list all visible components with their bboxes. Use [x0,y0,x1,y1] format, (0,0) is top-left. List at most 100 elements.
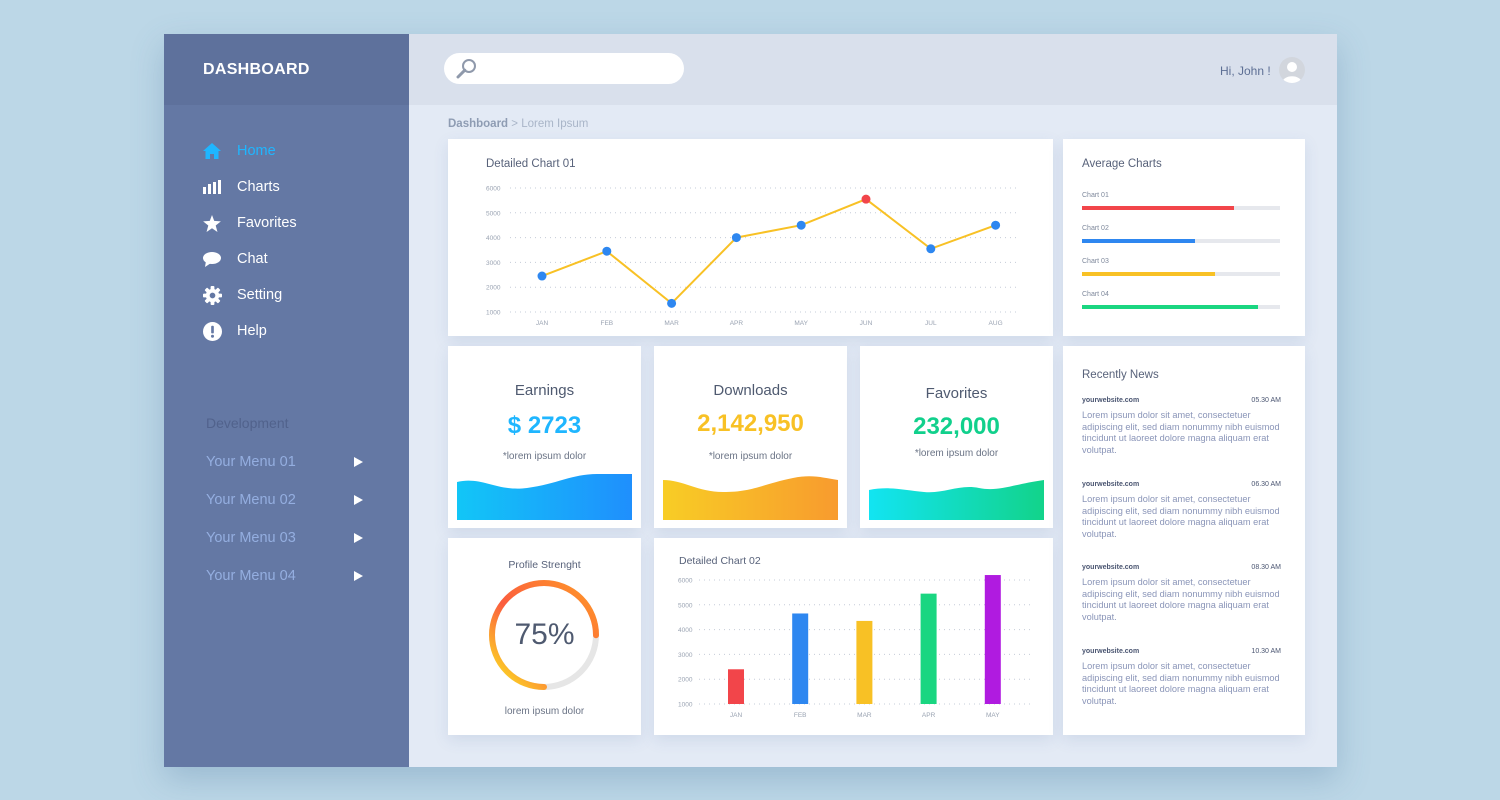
data-point [602,246,612,256]
favorites-sub: *lorem ipsum dolor [914,448,999,459]
news-item[interactable]: yourwebsite.com 08.30 AM Lorem ipsum dolo… [1082,564,1281,623]
news-item[interactable]: yourwebsite.com 05.30 AM Lorem ipsum dolo… [1082,397,1281,456]
earnings-label: Earnings [514,382,575,399]
search-input[interactable] [444,53,684,84]
x-tick-label: MAR [857,712,872,719]
earnings-wave [457,474,632,520]
menu-item-01[interactable]: Your Menu 01 [206,443,366,481]
menu-item-label: Your Menu 03 [206,530,296,546]
menu-item-02[interactable]: Your Menu 02 [206,481,366,519]
detailed-chart-02: 1000 2000 3000 4000 5000 6000 JAN FEB MAR APR MAY [678,575,1032,719]
profile-title: Profile Strenght [508,559,581,571]
bar [984,575,1001,704]
news-time: 08.30 AM [1251,564,1281,571]
x-tick-label: FEB [794,712,807,719]
y-tick-label: 5000 [678,602,693,609]
sidebar-item-help[interactable]: Help [202,313,402,349]
news-time: 10.30 AM [1251,648,1281,655]
average-bar-fill [1082,239,1195,243]
sidebar: DASHBOARD Home Charts Favorites [164,34,409,767]
news-site[interactable]: yourwebsite.com [1082,397,1140,404]
menu-item-03[interactable]: Your Menu 03 [206,519,366,557]
y-tick-label: 4000 [678,627,693,634]
x-tick-label: JUL [925,320,937,327]
sidebar-item-label: Help [237,323,267,339]
greeting-text: Hi, John ! [1220,64,1271,78]
y-tick-label: 5000 [486,210,501,217]
profile-ring [489,580,599,690]
downloads-card: Downloads 2,142,950 *lorem ipsum dolor [654,346,847,528]
dashboard-window: DASHBOARD Home Charts Favorites [164,34,1337,767]
chart-title: Detailed Chart 01 [486,158,576,170]
bars-icon [202,177,222,197]
average-charts-title: Average Charts [1082,158,1162,170]
favorites-value: 232,000 [913,413,1000,440]
news-item[interactable]: yourwebsite.com 06.30 AM Lorem ipsum dolo… [1082,481,1281,540]
sidebar-item-label: Favorites [237,215,297,231]
play-arrow-icon [354,533,363,543]
y-tick-label: 3000 [678,652,693,659]
x-tick-label: JAN [536,320,549,327]
sidebar-nav: Home Charts Favorites Chat [202,133,402,349]
x-tick-label: JAN [730,712,743,719]
menu-item-label: Your Menu 02 [206,492,296,508]
average-bar-track [1082,206,1280,210]
sidebar-item-chat[interactable]: Chat [202,241,402,277]
sidebar-item-setting[interactable]: Setting [202,277,402,313]
avatar[interactable] [1279,57,1305,83]
favorites-label: Favorites [925,385,988,402]
average-bar-track [1082,272,1280,276]
news-site[interactable]: yourwebsite.com [1082,648,1140,655]
breadcrumb-root[interactable]: Dashboard [448,118,509,130]
average-bar-track [1082,239,1280,243]
y-tick-label: 2000 [486,285,501,292]
bar [792,613,809,704]
user-icon [1282,62,1302,83]
detailed-chart-01-card: Detailed Chart 01 1000 2000 3000 4000 5000 60… [448,139,1053,336]
detailed-chart-01: 1000 2000 3000 4000 5000 6000 JAN FEB MAR APR MAY J… [486,186,1018,327]
data-point [991,220,1001,230]
data-point [861,194,871,204]
y-tick-label: 1000 [486,310,501,317]
brand-title: DASHBOARD [203,61,310,78]
y-tick-label: 1000 [678,702,693,709]
sidebar-item-label: Charts [237,179,280,195]
section-title-development: Development [206,415,289,431]
bar [728,669,744,704]
average-charts-card: Average Charts Chart 01 Chart 02 Chart 0… [1063,139,1305,336]
y-tick-label: 2000 [678,677,693,684]
earnings-card: Earnings $ 2723 *lorem ipsum dolor [448,346,641,528]
average-bar-label: Chart 04 [1082,291,1109,298]
sidebar-item-favorites[interactable]: Favorites [202,205,402,241]
news-text: Lorem ipsum dolor sit amet, consectetuer… [1082,410,1280,455]
average-bar-fill [1082,272,1215,276]
play-arrow-icon [354,457,363,467]
sidebar-item-charts[interactable]: Charts [202,169,402,205]
average-bar-label: Chart 03 [1082,258,1109,265]
x-tick-label: APR [922,712,936,719]
sidebar-item-home[interactable]: Home [202,133,402,169]
news-item[interactable]: yourwebsite.com 10.30 AM Lorem ipsum dolo… [1082,648,1281,707]
downloads-label: Downloads [713,382,788,399]
home-icon [202,141,222,161]
development-menus: Your Menu 01 Your Menu 02 Your Menu 03 Y… [206,443,366,595]
y-tick-label: 6000 [486,186,501,193]
x-tick-label: MAY [986,712,1000,719]
menu-item-04[interactable]: Your Menu 04 [206,557,366,595]
news-site[interactable]: yourwebsite.com [1082,564,1140,571]
news-time: 05.30 AM [1251,397,1281,404]
chat-icon [202,249,222,269]
news-title: Recently News [1082,369,1159,381]
profile-caption: lorem ipsum dolor [504,706,585,717]
series-line [541,198,996,305]
news-text: Lorem ipsum dolor sit amet, consectetuer… [1082,494,1280,539]
data-point [731,233,741,243]
x-tick-label: APR [730,320,744,327]
star-icon [202,213,222,233]
news-site[interactable]: yourwebsite.com [1082,481,1140,488]
menu-item-label: Your Menu 04 [206,568,296,584]
x-tick-label: MAY [794,320,808,327]
y-tick-label: 3000 [486,260,501,267]
average-bar-label: Chart 01 [1082,192,1109,199]
breadcrumb-current: Lorem Ipsum [521,118,589,130]
